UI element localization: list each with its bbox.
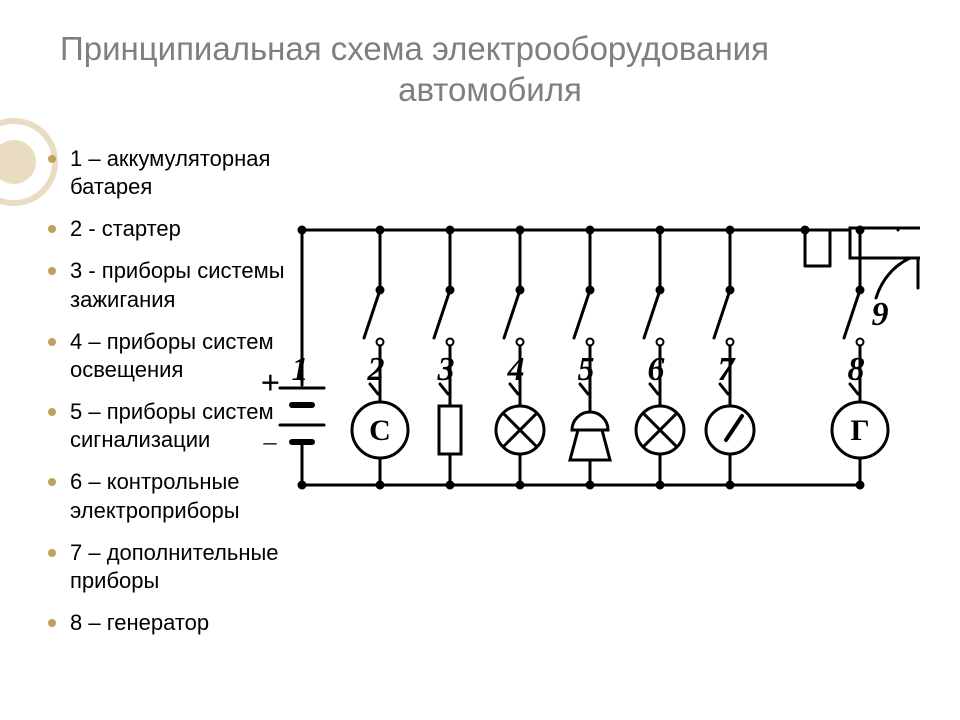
legend-item: 7 – дополнительные приборы	[48, 539, 318, 595]
svg-text:3: 3	[437, 351, 455, 388]
svg-text:8: 8	[848, 351, 865, 388]
svg-text:+: +	[260, 365, 279, 402]
svg-text:7: 7	[718, 351, 737, 388]
svg-text:Г: Г	[850, 414, 869, 447]
bullet-icon	[48, 267, 56, 275]
bullet-icon	[48, 338, 56, 346]
legend-text: 7 – дополнительные приборы	[70, 539, 318, 595]
legend-text: 8 – генератор	[70, 609, 318, 637]
legend-text: 1 – аккумуляторная батарея	[70, 145, 318, 201]
bullet-icon	[48, 155, 56, 163]
svg-text:1: 1	[292, 351, 309, 388]
circuit-diagram: 9 + – 1 2 С 3 4 5 6 7 8 Г	[260, 210, 920, 520]
svg-text:5: 5	[578, 351, 595, 388]
bullet-icon	[48, 549, 56, 557]
title-line-2: автомобиля	[60, 69, 920, 110]
svg-text:4: 4	[507, 351, 525, 388]
title-line-1: Принципиальная схема электрооборудования	[60, 30, 769, 67]
svg-text:С: С	[369, 414, 391, 447]
svg-text:2: 2	[367, 351, 385, 388]
bullet-icon	[48, 408, 56, 416]
slide-title: Принципиальная схема электрооборудования…	[60, 28, 920, 111]
svg-text:–: –	[263, 427, 278, 456]
svg-text:6: 6	[648, 351, 665, 388]
bullet-icon	[48, 478, 56, 486]
bullet-icon	[48, 225, 56, 233]
svg-text:9: 9	[872, 296, 889, 333]
bullet-icon	[48, 619, 56, 627]
legend-item: 1 – аккумуляторная батарея	[48, 145, 318, 201]
legend-item: 8 – генератор	[48, 609, 318, 637]
